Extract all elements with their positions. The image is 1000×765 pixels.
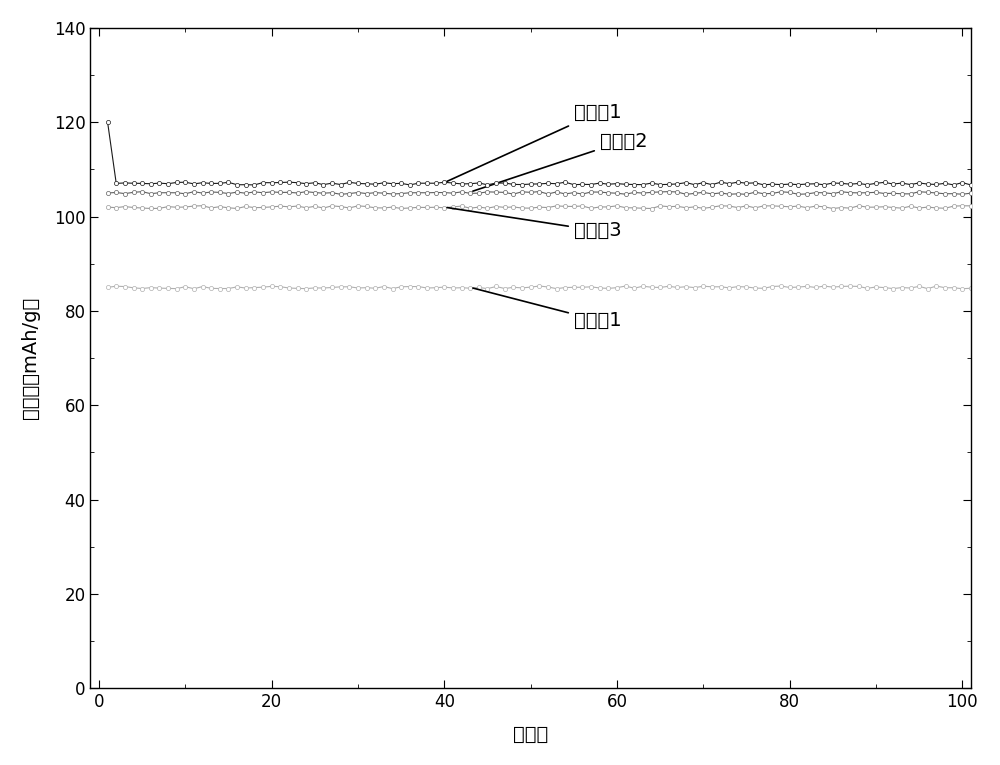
Text: 比较例1: 比较例1: [473, 288, 621, 330]
Text: 实施例3: 实施例3: [447, 207, 621, 240]
X-axis label: 循环数: 循环数: [513, 725, 548, 744]
Text: 实施例1: 实施例1: [447, 103, 621, 181]
Text: 实施例2: 实施例2: [473, 132, 647, 191]
Y-axis label: 比容量［mAh/g］: 比容量［mAh/g］: [21, 297, 40, 419]
